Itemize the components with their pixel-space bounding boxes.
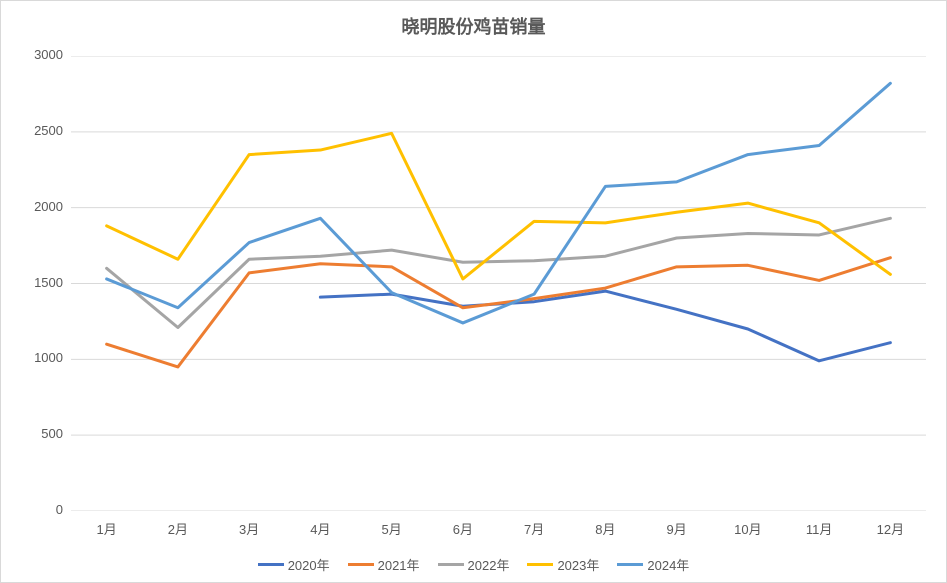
x-tick-label: 3月: [214, 519, 285, 538]
legend-label: 2022年: [468, 555, 510, 574]
x-tick-label: 7月: [499, 519, 570, 538]
legend-label: 2020年: [288, 555, 330, 574]
series-line: [107, 218, 891, 327]
legend-swatch: [527, 563, 553, 566]
y-tick-label: 1000: [13, 350, 63, 365]
x-tick-label: 8月: [570, 519, 641, 538]
plot-area: [71, 56, 926, 511]
legend-item: 2022年: [438, 555, 510, 574]
x-tick-label: 12月: [855, 519, 926, 538]
legend-label: 2023年: [557, 555, 599, 574]
legend-swatch: [438, 563, 464, 566]
legend-item: 2020年: [258, 555, 330, 574]
legend-item: 2024年: [617, 555, 689, 574]
y-tick-label: 1500: [13, 275, 63, 290]
y-tick-label: 0: [13, 502, 63, 517]
x-tick-label: 10月: [712, 519, 783, 538]
chart-title: 晓明股份鸡苗销量: [1, 13, 946, 39]
series-line: [320, 291, 890, 361]
legend-item: 2021年: [348, 555, 420, 574]
x-tick-label: 1月: [71, 519, 142, 538]
x-tick-label: 2月: [142, 519, 213, 538]
legend-label: 2021年: [378, 555, 420, 574]
x-tick-label: 6月: [427, 519, 498, 538]
legend-swatch: [617, 563, 643, 566]
series-line: [107, 258, 891, 367]
x-tick-label: 9月: [641, 519, 712, 538]
chart-container: 晓明股份鸡苗销量 0 500 1000 1500 2000 2500 3000 1月2月3月…: [0, 0, 947, 583]
legend-swatch: [348, 563, 374, 566]
y-tick-label: 2500: [13, 123, 63, 138]
legend: 2020年 2021年 2022年 2023年 2024年: [1, 555, 946, 574]
legend-label: 2024年: [647, 555, 689, 574]
y-tick-label: 2000: [13, 199, 63, 214]
x-tick-label: 4月: [285, 519, 356, 538]
x-tick-label: 5月: [356, 519, 427, 538]
x-tick-label: 11月: [784, 519, 855, 538]
series-line: [107, 83, 891, 323]
y-tick-label: 500: [13, 426, 63, 441]
legend-item: 2023年: [527, 555, 599, 574]
y-tick-label: 3000: [13, 47, 63, 62]
legend-swatch: [258, 563, 284, 566]
series-line: [107, 133, 891, 279]
